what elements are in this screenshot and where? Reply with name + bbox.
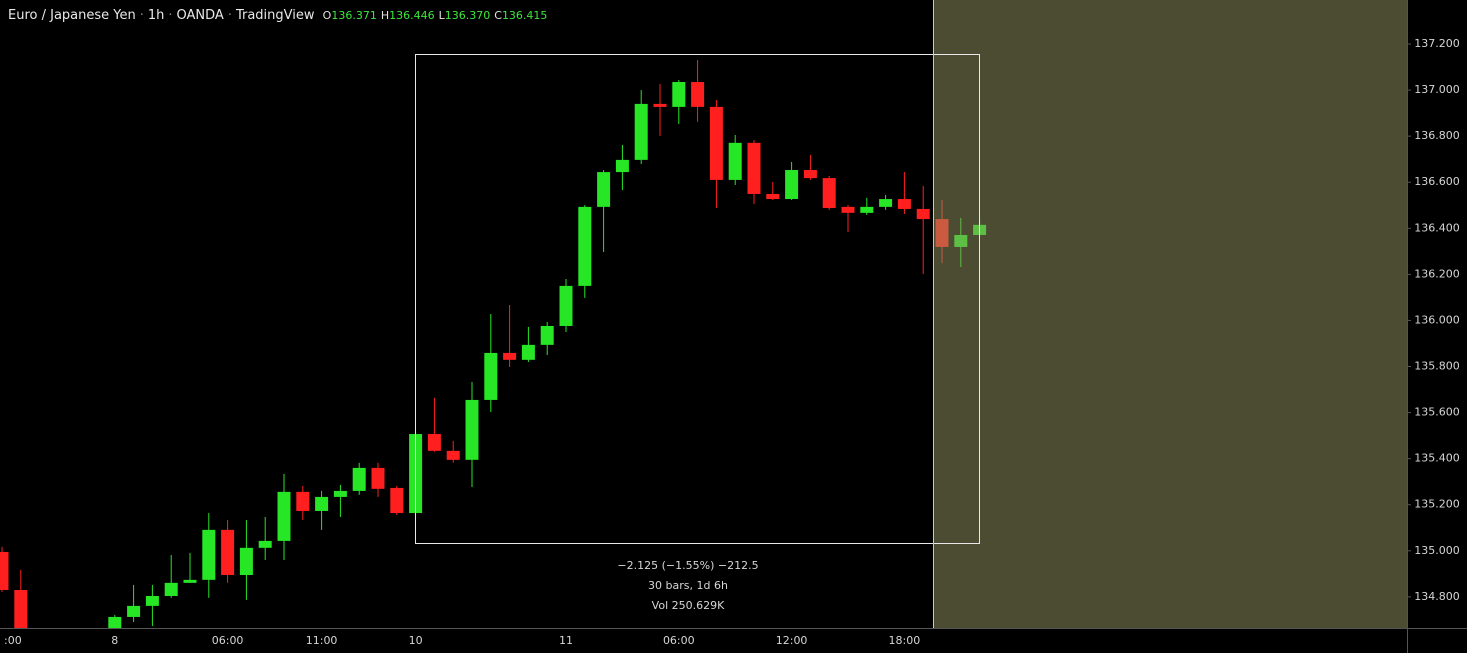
candle-body (709, 106, 723, 180)
y-tick-label: 135.000 (1414, 544, 1460, 557)
candle-body (390, 487, 404, 514)
ohlc-label: O (322, 9, 332, 22)
x-tick-label: 11 (559, 634, 573, 647)
separator: · (139, 8, 144, 23)
candle-body (691, 82, 705, 107)
plot-area (0, 59, 987, 628)
candle-body (503, 352, 517, 360)
y-tick-label: 134.800 (1414, 590, 1460, 603)
y-tick-label: 137.000 (1414, 83, 1460, 96)
candle-body (822, 178, 836, 209)
candle-body (465, 399, 479, 460)
candle-body (296, 491, 310, 511)
ohlc-value: 136.371 (331, 9, 377, 22)
candle-body (315, 496, 329, 511)
future-shade (933, 0, 1407, 628)
header: Euro / Japanese Yen · 1h · OANDA · TradingView… (8, 8, 551, 23)
candle-body (352, 467, 366, 491)
y-tick-label: 136.400 (1414, 221, 1460, 234)
candle-body (371, 467, 385, 489)
x-tick-label: 06:00 (663, 634, 695, 647)
y-tick-label: 136.200 (1414, 267, 1460, 280)
candle-body (672, 82, 686, 107)
candle-body (841, 206, 855, 213)
platform: TradingView (235, 8, 315, 23)
x-tick-label: 8 (111, 634, 118, 647)
candle-body (239, 547, 253, 576)
measure-box (415, 54, 980, 544)
ohlc-value: 136.370 (444, 9, 491, 22)
candle-body (108, 616, 122, 628)
candle-body (860, 206, 874, 213)
candle-body (484, 352, 498, 400)
interval[interactable]: 1h (147, 8, 165, 23)
candle-body (14, 589, 28, 628)
ohlc-value: 136.446 (389, 9, 435, 22)
candle-body (747, 142, 761, 194)
candle-body (578, 206, 592, 286)
y-tick-label: 135.800 (1414, 360, 1460, 373)
candle-body (183, 579, 197, 583)
y-tick-label: 136.000 (1414, 313, 1460, 326)
candle-body (615, 159, 629, 173)
candle-body (597, 172, 611, 207)
y-tick-label: 135.200 (1414, 498, 1460, 511)
candle-body (653, 103, 667, 107)
candle-body (803, 170, 817, 179)
candle-body (258, 540, 272, 548)
candle-body (540, 325, 554, 345)
candle-body (145, 595, 159, 606)
ohlc-label: C (494, 9, 502, 22)
exchange: OANDA (176, 8, 224, 23)
ohlc-label: L (438, 9, 445, 22)
candle-body (127, 605, 141, 617)
y-tick-label: 135.400 (1414, 452, 1460, 465)
y-tick-label: 135.600 (1414, 406, 1460, 419)
separator: · (227, 8, 232, 23)
x-tick-label: 18:00 (889, 634, 921, 647)
candle-body (766, 193, 780, 200)
x-tick-label: 06:00 (212, 634, 244, 647)
candle-body (202, 529, 216, 580)
y-tick-label: 136.800 (1414, 129, 1460, 142)
candle-body (277, 491, 291, 541)
candle-body (164, 582, 178, 596)
candle-body (0, 551, 9, 590)
symbol: Euro / Japanese Yen (8, 8, 136, 23)
candle-body (916, 208, 930, 220)
candle-body (728, 142, 742, 180)
candle-body (879, 199, 893, 207)
candle-body (785, 170, 799, 200)
candle-body (634, 103, 648, 160)
y-tick-label: 136.600 (1414, 175, 1460, 188)
x-tick-label: :00 (4, 634, 22, 647)
candle-body (333, 490, 347, 497)
x-tick-label: 11:00 (306, 634, 338, 647)
x-tick-label: 10 (409, 634, 423, 647)
candle-body (221, 529, 235, 576)
measure-change: −2.125 (−1.55%) −212.5 (617, 559, 758, 572)
measure-volume: Vol 250.629K (652, 599, 725, 612)
candle-body (559, 285, 573, 326)
candle-body (897, 199, 911, 209)
y-tick-label: 137.200 (1414, 37, 1460, 50)
x-tick-label: 12:00 (776, 634, 808, 647)
measure-bars: 30 bars, 1d 6h (648, 579, 728, 592)
ohlc-value: 136.415 (501, 9, 548, 22)
candle-body (446, 450, 460, 460)
ohlc-label: H (380, 9, 390, 22)
candle-body (521, 344, 535, 360)
separator: · (168, 8, 173, 23)
candle-body (427, 434, 441, 451)
